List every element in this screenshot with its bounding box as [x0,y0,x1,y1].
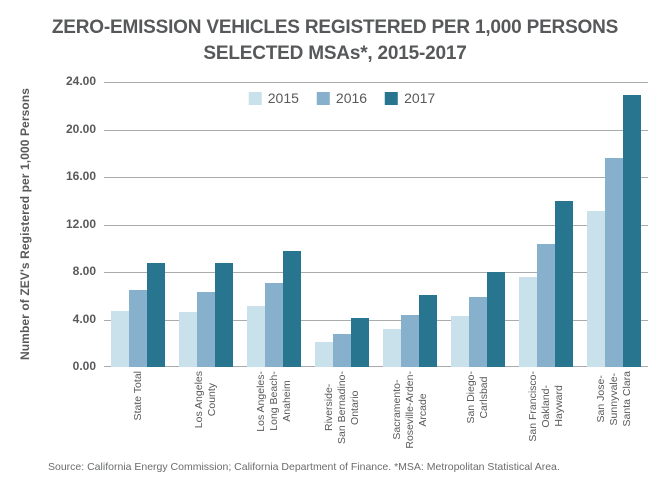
bar-group [104,262,172,367]
x-axis-label: Los Angeles County [172,371,240,463]
bar-2015 [179,312,197,367]
x-axis-label: San Diego- Carlsbad [444,371,512,463]
legend-swatch-icon [385,91,399,105]
bar-2017 [283,250,301,367]
bar-2016 [605,158,623,367]
source-note: Source: California Energy Commission; Ca… [48,461,560,473]
bar-2016 [197,292,215,367]
bar-group [444,272,512,367]
x-axis-label-text: San Diego- Carlsbad [465,371,490,424]
legend-label: 2016 [335,90,368,106]
bar-2016 [333,333,351,367]
bar-2015 [383,329,401,367]
bars-container [104,82,648,367]
bar-group [580,95,648,367]
bar-2016 [401,314,419,367]
bar-2017 [487,272,505,367]
legend-item-2017: 2017 [385,90,435,106]
legend: 2015 2016 2017 [248,90,435,106]
bar-group [172,262,240,367]
gridline [104,82,648,83]
x-axis-label-text: San Jose- Sunnyvale- Santa Clara [594,371,633,427]
y-tick-label: 20.00 [65,121,96,136]
bar-2015 [315,342,333,367]
y-axis-title-text: Number of ZEV's Registered per 1,000 Per… [18,88,32,361]
bar-2017 [351,318,369,367]
legend-swatch-icon [248,91,262,105]
y-axis-title: Number of ZEV's Registered per 1,000 Per… [18,82,32,367]
y-tick-label: 4.00 [72,311,96,326]
x-axis-label: Riverside- San Bernadino- Ontario [308,371,376,463]
gridline [104,129,648,131]
bar-2015 [587,211,605,367]
y-tick-label: 8.00 [72,264,96,278]
x-axis-label: State Total [104,371,172,463]
gridline [104,177,648,178]
bar-2017 [555,200,573,367]
legend-label: 2015 [267,90,299,106]
chart-title-line2: SELECTED MSAs*, 2015-2017 [203,43,467,64]
bar-2016 [129,289,147,367]
x-axis-label-text: Sacramento- Roseville-Arden- Arcade [390,371,429,449]
bar-2016 [537,243,555,367]
bar-group [512,200,580,367]
legend-label: 2017 [404,90,436,106]
y-tick-label: 12.00 [65,216,96,231]
y-tick-label: 24.00 [65,74,96,88]
x-axis-label-text: Los Angeles County [193,371,218,429]
bar-2017 [623,95,641,367]
bar-2017 [419,294,437,367]
x-axis-label: Sacramento- Roseville-Arden- Arcade [376,371,444,463]
gridline [104,272,648,273]
x-axis-labels: State Total Los Angeles County Los Angeles… [104,371,648,463]
x-axis-label: San Jose- Sunnyvale- Santa Clara [580,371,648,463]
bar-2015 [111,311,129,367]
legend-item-2016: 2016 [316,90,368,106]
plot-area: 2015 2016 2017 [104,82,648,367]
x-axis-label: San Francisco- Oakland- Hayward [512,371,580,463]
bar-group [308,318,376,367]
gridline [104,319,648,321]
bar-2016 [265,282,283,367]
bar-2015 [451,315,469,367]
gridline [104,224,648,226]
bar-2017 [215,262,233,367]
chart-title-line1: ZERO-EMISSION VEHICLES REGISTERED PER 1,… [51,17,619,38]
y-tick-label: 16.00 [65,169,96,183]
bar-group [376,294,444,367]
x-axis-label-text: San Francisco- Oakland- Hayward [526,371,565,442]
bar-2015 [519,276,537,367]
bar-2015 [247,306,265,367]
chart-title: ZERO-EMISSION VEHICLES REGISTERED PER 1,… [0,15,670,67]
legend-swatch-icon [316,91,330,105]
x-axis-label: Los Angeles- Long Beach- Anaheim [240,371,308,463]
bar-2017 [147,262,165,367]
legend-item-2015: 2015 [248,90,299,106]
gridline [104,366,648,367]
bar-2016 [469,296,487,367]
bar-group [240,250,308,367]
y-tick-label: 0.00 [72,359,96,373]
x-axis-label-text: Los Angeles- Long Beach- Anaheim [254,371,293,432]
x-axis-label-text: State Total [131,371,144,421]
x-axis-label-text: Riverside- San Bernadino- Ontario [322,371,361,444]
y-axis-ticks: 0.00 4.00 8.00 12.00 16.00 20.00 24.00 [40,74,96,373]
